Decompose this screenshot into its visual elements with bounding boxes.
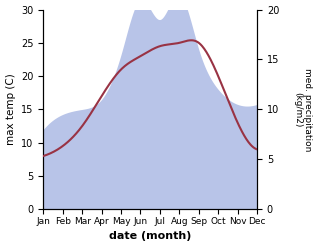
Y-axis label: med. precipitation
(kg/m2): med. precipitation (kg/m2) [293, 68, 313, 151]
X-axis label: date (month): date (month) [109, 231, 191, 242]
Y-axis label: max temp (C): max temp (C) [5, 74, 16, 145]
